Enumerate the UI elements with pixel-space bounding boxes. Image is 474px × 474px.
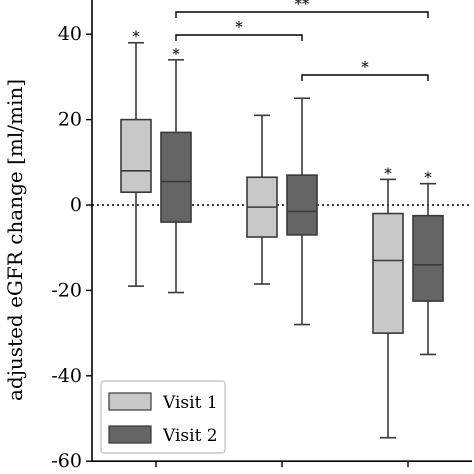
box [412,214,444,302]
significance-marker: * [424,169,432,187]
y-tick-label: 40 [58,23,82,45]
significance-bracket [175,34,303,41]
box [160,131,192,223]
box [120,118,152,193]
bracket-label: * [235,18,243,36]
significance-marker: * [132,28,140,46]
y-tick-label: 0 [70,194,82,216]
legend-label: Visit 1 [162,393,218,413]
significance-bracket [175,11,429,18]
legend-swatch [108,392,152,411]
y-axis-label: adjusted eGFR change [ml/min] [3,79,27,401]
y-tick-label: -60 [51,450,82,472]
significance-marker: * [172,45,180,63]
legend-swatch [108,425,152,444]
y-tick-label: -20 [51,279,82,301]
box [286,174,318,236]
significance-bracket [301,74,429,81]
legend-label: Visit 2 [162,426,218,446]
y-tick-label: -40 [51,365,82,387]
bracket-label: * [361,58,369,76]
y-tick-label: 20 [58,109,82,131]
box [372,212,404,334]
significance-marker: * [384,164,392,182]
legend: Visit 1 Visit 2 [100,380,226,454]
bracket-label: ** [295,0,311,13]
